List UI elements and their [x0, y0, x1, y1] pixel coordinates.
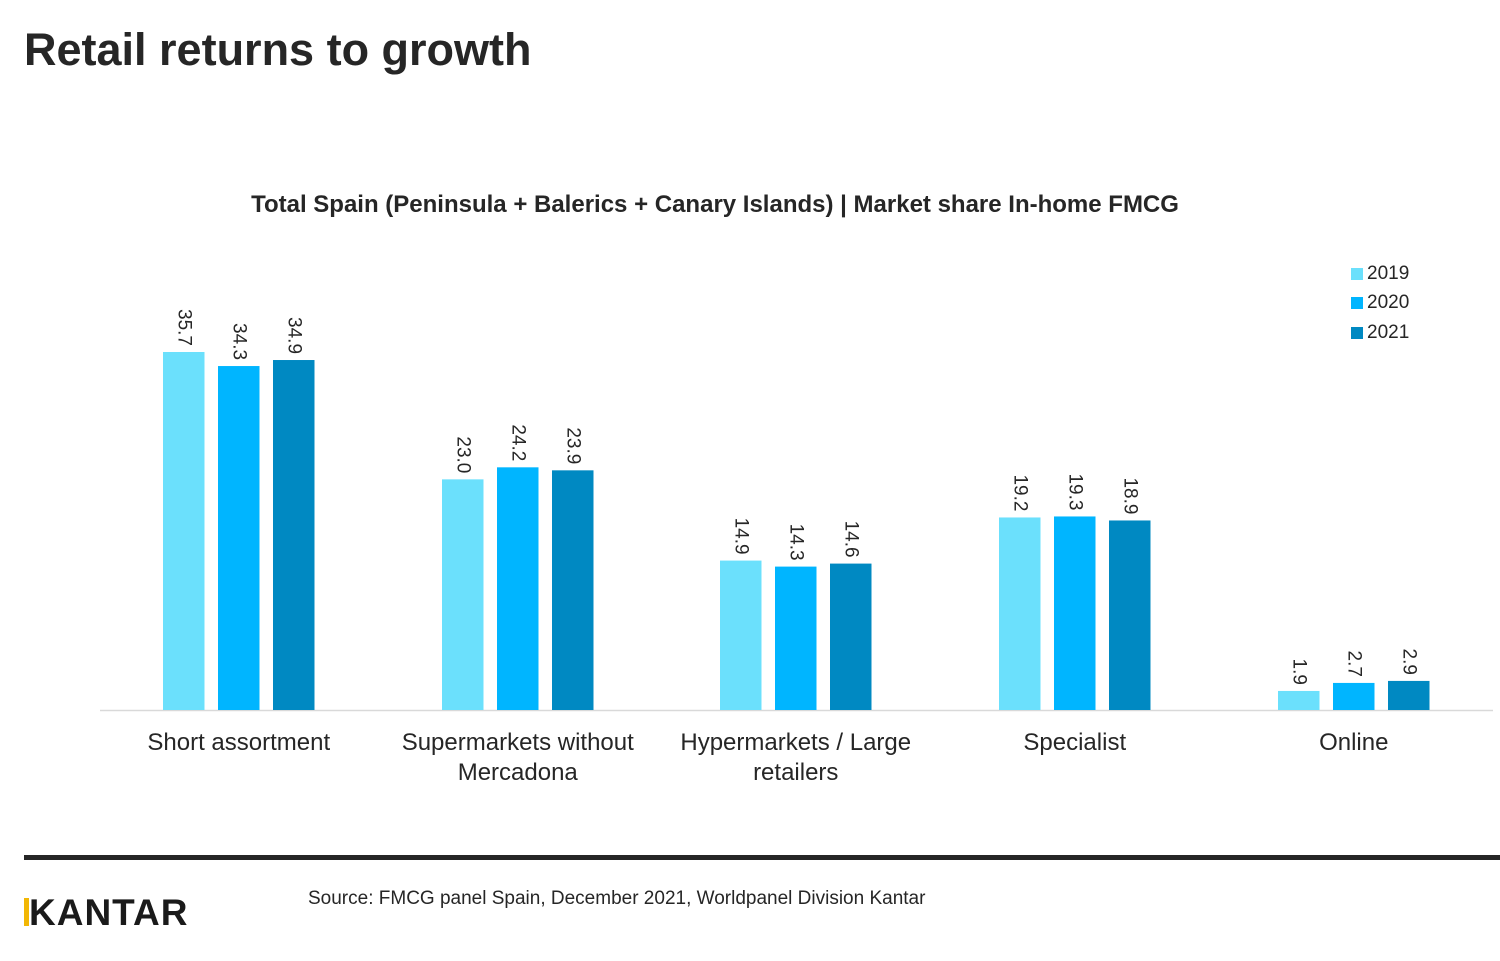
- data-label-2021-0: 34.9: [283, 317, 304, 354]
- category-label-0-0: Short assortment: [147, 729, 330, 756]
- category-label-1-0: Supermarkets without: [402, 729, 634, 756]
- bar-2019-0: [163, 352, 205, 710]
- legend-swatch-2020: [1351, 297, 1363, 310]
- chart-title: Total Spain (Peninsula + Balerics + Cana…: [251, 191, 1179, 218]
- legend-swatch-2019: [1351, 267, 1363, 280]
- data-label-2020-0: 34.3: [228, 323, 249, 360]
- data-label-2019-3: 19.2: [1009, 474, 1030, 511]
- data-label-2019-0: 35.7: [173, 309, 194, 346]
- data-label-2020-2: 14.3: [785, 524, 806, 561]
- bar-2020-2: [775, 566, 817, 710]
- data-label-2020-4: 2.7: [1343, 651, 1364, 677]
- data-label-2019-1: 23.0: [452, 436, 473, 473]
- category-label-2-1: retailers: [753, 759, 838, 786]
- legend-label-2021: 2021: [1367, 321, 1410, 343]
- bar-2020-1: [497, 467, 539, 710]
- legend-label-2019: 2019: [1367, 262, 1410, 284]
- data-label-2021-2: 14.6: [840, 521, 861, 558]
- category-label-3-0: Specialist: [1023, 729, 1126, 756]
- bar-2019-1: [442, 479, 484, 710]
- bar-2021-2: [830, 563, 872, 710]
- category-label-4-0: Online: [1319, 729, 1388, 756]
- bar-2020-3: [1054, 516, 1096, 710]
- legend-label-2020: 2020: [1367, 292, 1410, 314]
- legend-swatch-2021: [1351, 326, 1363, 339]
- legend-item-2021: 2021: [1351, 318, 1409, 348]
- page-title: Retail returns to growth: [24, 24, 532, 75]
- bar-2019-3: [999, 517, 1041, 710]
- logo-accent-bar: [24, 898, 29, 927]
- bar-2020-0: [218, 366, 260, 710]
- bar-2021-3: [1109, 520, 1151, 710]
- data-label-2020-3: 19.3: [1064, 473, 1085, 510]
- kantar-logo: KANTAR: [24, 893, 188, 933]
- chart-legend: 2019 2020 2021: [1351, 259, 1409, 348]
- data-label-2020-1: 24.2: [507, 424, 528, 461]
- data-label-2021-3: 18.9: [1119, 477, 1140, 514]
- legend-item-2019: 2019: [1351, 259, 1409, 289]
- source-note: Source: FMCG panel Spain, December 2021,…: [308, 888, 926, 909]
- data-label-2019-2: 14.9: [730, 518, 751, 555]
- logo-text: KANTAR: [29, 892, 189, 933]
- category-label-1-1: Mercadona: [458, 759, 579, 786]
- bar-2021-0: [273, 360, 315, 710]
- category-label-2-0: Hypermarkets / Large: [680, 729, 911, 756]
- bar-2019-4: [1278, 690, 1320, 710]
- bar-2021-4: [1388, 680, 1430, 710]
- bar-2021-1: [552, 470, 594, 710]
- footer-divider: [24, 855, 1500, 860]
- legend-item-2020: 2020: [1351, 289, 1409, 319]
- data-label-2021-4: 2.9: [1398, 648, 1419, 674]
- bar-2020-4: [1333, 682, 1375, 710]
- bar-2019-2: [720, 560, 762, 710]
- data-label-2021-1: 23.9: [562, 427, 583, 464]
- data-label-2019-4: 1.9: [1288, 659, 1309, 685]
